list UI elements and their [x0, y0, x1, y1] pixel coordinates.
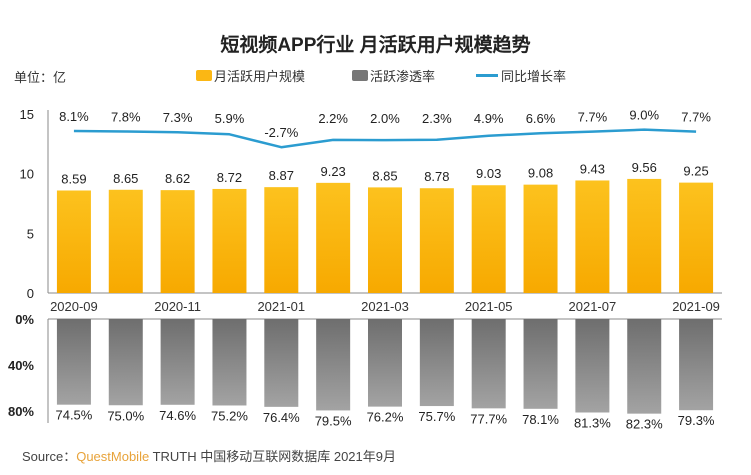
- growth-data-label: 2.0%: [370, 111, 400, 126]
- penetration-bar: [575, 319, 610, 413]
- y-tick-label: 5: [27, 226, 34, 241]
- x-tick-label: 2021-09: [672, 299, 720, 314]
- penetration-data-label: 82.3%: [626, 417, 663, 432]
- mau-data-label: 9.08: [528, 166, 553, 181]
- mau-data-label: 8.78: [424, 169, 449, 184]
- legend-label: 活跃渗透率: [370, 69, 436, 84]
- mau-bar: [108, 189, 143, 293]
- penetration-data-label: 77.7%: [470, 411, 507, 426]
- growth-line: [73, 128, 697, 149]
- penetration-bar: [419, 319, 454, 407]
- y-tick-label: 10: [20, 167, 34, 182]
- penetration-data-label: 79.3%: [678, 413, 715, 428]
- source-brand: QuestMobile: [76, 449, 150, 464]
- mau-data-label: 8.87: [269, 168, 294, 183]
- growth-data-label: 7.3%: [163, 110, 193, 125]
- penetration-data-label: 76.4%: [263, 410, 300, 425]
- x-tick-label: 2020-11: [154, 299, 201, 314]
- unit-label: 单位：亿: [14, 70, 67, 85]
- penetration-data-label: 74.6%: [159, 408, 196, 423]
- y-tick-label-bottom: 80%: [8, 404, 34, 419]
- mau-data-label: 9.25: [683, 164, 708, 179]
- mau-data-label: 8.72: [217, 170, 242, 185]
- penetration-data-label: 75.7%: [418, 409, 455, 424]
- legend-label: 同比增长率: [501, 69, 567, 84]
- mau-data-label: 8.59: [61, 171, 86, 186]
- legend-label: 月活跃用户规模: [214, 69, 306, 84]
- penetration-data-label: 74.5%: [55, 408, 92, 423]
- growth-data-label: 2.3%: [422, 111, 452, 126]
- mau-bar: [212, 188, 247, 293]
- penetration-bar: [264, 319, 299, 407]
- source-prefix: Source：: [22, 449, 77, 464]
- growth-data-label: 7.7%: [578, 110, 608, 125]
- mau-data-label: 9.56: [632, 160, 657, 175]
- y-tick-label: 15: [20, 107, 34, 122]
- x-tick-label: 2021-07: [569, 299, 617, 314]
- legend-swatch-growth: [476, 74, 498, 77]
- mau-data-label: 9.43: [580, 161, 605, 176]
- growth-data-label: 7.7%: [681, 110, 711, 125]
- legend-swatch-mau: [196, 70, 212, 81]
- penetration-data-label: 75.0%: [107, 408, 144, 423]
- legend-penetration: 活跃渗透率: [352, 66, 435, 85]
- legend-swatch-penetration: [352, 70, 368, 81]
- penetration-bar: [56, 319, 91, 405]
- penetration-bar: [212, 319, 247, 406]
- penetration-data-label: 75.2%: [211, 408, 248, 423]
- penetration-data-label: 76.2%: [367, 410, 404, 425]
- penetration-bar: [679, 319, 714, 411]
- x-tick-label: 2021-01: [257, 299, 305, 314]
- legend-growth: 同比增长率: [476, 66, 566, 85]
- mau-bar: [316, 182, 351, 293]
- y-tick-label: 0: [27, 286, 34, 301]
- growth-data-label: 4.9%: [474, 111, 504, 126]
- mau-data-label: 8.62: [165, 171, 190, 186]
- mau-bar: [575, 180, 610, 293]
- growth-data-label: 6.6%: [526, 111, 556, 126]
- penetration-bar: [316, 319, 351, 411]
- mau-bar: [627, 178, 662, 293]
- growth-data-label: 9.0%: [629, 108, 659, 123]
- penetration-data-label: 78.1%: [522, 412, 559, 427]
- mau-data-label: 9.23: [320, 164, 345, 179]
- mau-bar: [160, 190, 195, 293]
- penetration-bar: [627, 319, 662, 414]
- penetration-bar: [368, 319, 402, 407]
- y-tick-label-bottom: 40%: [8, 358, 34, 373]
- growth-data-label: 2.2%: [318, 111, 348, 126]
- mau-bar: [264, 187, 299, 293]
- penetration-bar: [108, 319, 143, 406]
- mau-data-label: 8.85: [372, 168, 397, 183]
- penetration-bar: [471, 319, 506, 409]
- growth-data-label: 7.8%: [111, 109, 141, 124]
- x-tick-label: 2020-09: [50, 299, 98, 314]
- x-tick-label: 2021-03: [361, 299, 409, 314]
- mau-bar: [471, 185, 506, 293]
- chart-title: 短视频APP行业 月活跃用户规模趋势: [220, 35, 531, 56]
- mau-bar: [368, 187, 402, 293]
- legend-mau: 月活跃用户规模: [196, 66, 305, 85]
- growth-data-label: 5.9%: [215, 111, 245, 126]
- mau-bar: [679, 182, 714, 293]
- penetration-data-label: 81.3%: [574, 415, 611, 430]
- source-note: Source：QuestMobile TRUTH 中国移动互联网数据库 2021…: [22, 446, 396, 465]
- mau-bar: [56, 190, 91, 293]
- y-tick-label-bottom: 0%: [15, 312, 34, 327]
- penetration-bar: [160, 319, 195, 405]
- penetration-data-label: 79.5%: [315, 413, 352, 428]
- x-tick-label: 2021-05: [465, 299, 513, 314]
- mau-data-label: 8.65: [113, 171, 138, 186]
- source-rest: TRUTH 中国移动互联网数据库 2021年9月: [149, 449, 396, 464]
- mau-data-label: 9.03: [476, 166, 501, 181]
- mau-bar: [523, 184, 558, 293]
- growth-data-label: 8.1%: [59, 109, 89, 124]
- penetration-bar: [523, 319, 558, 409]
- growth-data-label: -2.7%: [264, 125, 298, 140]
- mau-bar: [419, 188, 454, 293]
